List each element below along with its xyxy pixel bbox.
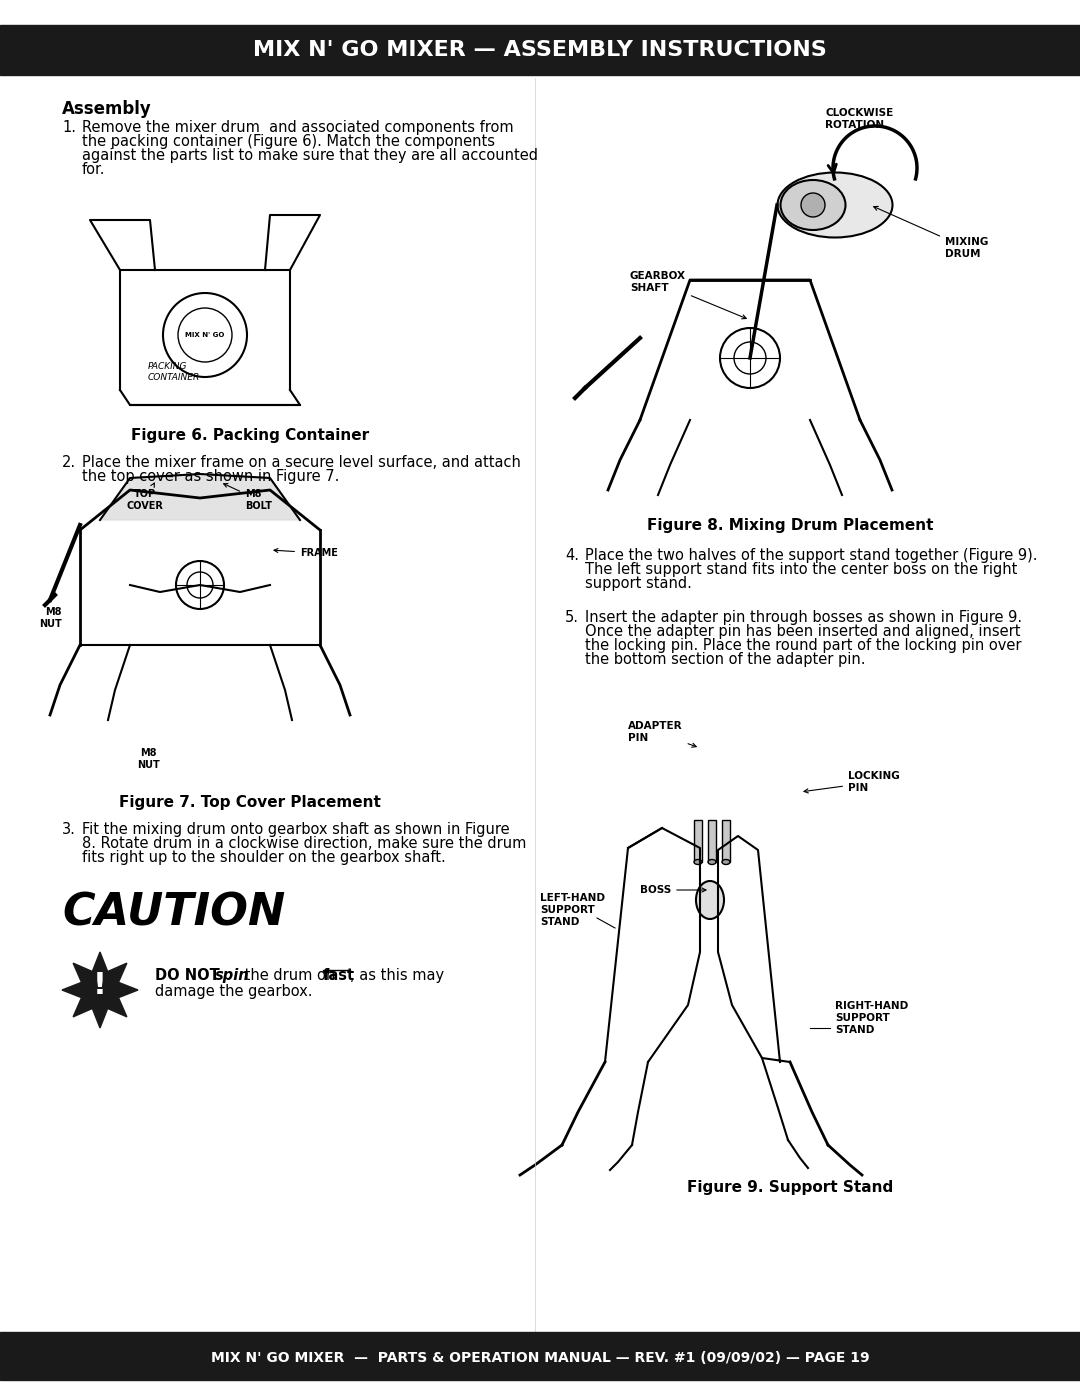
Text: BOSS: BOSS	[640, 886, 706, 895]
Text: M8
BOLT: M8 BOLT	[224, 483, 272, 511]
Ellipse shape	[694, 859, 702, 865]
Ellipse shape	[723, 859, 730, 865]
Text: 8. Rotate drum in a clockwise direction, make sure the drum: 8. Rotate drum in a clockwise direction,…	[82, 835, 526, 851]
Text: the drum on: the drum on	[240, 968, 340, 983]
Text: MIXING
DRUM: MIXING DRUM	[874, 207, 988, 258]
Text: Once the adapter pin has been inserted and aligned, insert: Once the adapter pin has been inserted a…	[585, 624, 1021, 638]
Text: CLOCKWISE
ROTATION: CLOCKWISE ROTATION	[825, 108, 893, 130]
Text: damage the gearbox.: damage the gearbox.	[156, 983, 312, 999]
Text: The left support stand fits into the center boss on the right: The left support stand fits into the cen…	[585, 562, 1017, 577]
Ellipse shape	[778, 172, 892, 237]
Bar	[694, 820, 702, 862]
Text: MIX N' GO: MIX N' GO	[186, 332, 225, 338]
Text: LOCKING
PIN: LOCKING PIN	[804, 771, 900, 793]
Text: PACKING
CONTAINER: PACKING CONTAINER	[148, 362, 200, 381]
Circle shape	[801, 193, 825, 217]
Text: spin: spin	[215, 968, 249, 983]
Text: M8
NUT: M8 NUT	[137, 747, 160, 770]
Ellipse shape	[781, 180, 846, 231]
Text: DO NOT: DO NOT	[156, 968, 225, 983]
Text: CAUTION: CAUTION	[62, 893, 285, 935]
Ellipse shape	[696, 882, 724, 919]
Text: Figure 6. Packing Container: Figure 6. Packing Container	[131, 427, 369, 443]
Text: Place the two halves of the support stand together (Figure 9).: Place the two halves of the support stan…	[585, 548, 1038, 563]
Text: the locking pin. Place the round part of the locking pin over: the locking pin. Place the round part of…	[585, 638, 1022, 652]
Bar	[708, 820, 716, 862]
Text: the bottom section of the adapter pin.: the bottom section of the adapter pin.	[585, 652, 865, 666]
Text: the top cover as shown in Figure 7.: the top cover as shown in Figure 7.	[82, 469, 339, 483]
Text: Assembly: Assembly	[62, 101, 152, 117]
Text: MIX N' GO MIXER  —  PARTS & OPERATION MANUAL — REV. #1 (09/09/02) — PAGE 19: MIX N' GO MIXER — PARTS & OPERATION MANU…	[211, 1351, 869, 1365]
Text: 3.: 3.	[62, 821, 76, 837]
Text: , as this may: , as this may	[350, 968, 444, 983]
Ellipse shape	[708, 859, 716, 865]
Text: 1.: 1.	[62, 120, 76, 136]
Bar	[0, 25, 1080, 75]
Text: against the parts list to make sure that they are all accounted: against the parts list to make sure that…	[82, 148, 538, 163]
Polygon shape	[62, 951, 138, 1028]
Text: for.: for.	[82, 162, 106, 177]
Text: ADAPTER
PIN: ADAPTER PIN	[627, 721, 697, 747]
Text: 2.: 2.	[62, 455, 76, 469]
Text: !: !	[93, 971, 107, 1000]
Text: 5.: 5.	[565, 610, 579, 624]
Text: Remove the mixer drum  and associated components from: Remove the mixer drum and associated com…	[82, 120, 514, 136]
Text: the packing container (Figure 6). Match the components: the packing container (Figure 6). Match …	[82, 134, 495, 149]
Text: LEFT-HAND
SUPPORT
STAND: LEFT-HAND SUPPORT STAND	[540, 894, 605, 926]
Text: M8
NUT: M8 NUT	[39, 608, 62, 629]
Text: 4.: 4.	[565, 548, 579, 563]
Text: Figure 7. Top Cover Placement: Figure 7. Top Cover Placement	[119, 795, 381, 810]
Text: Insert the adapter pin through bosses as shown in Figure 9.: Insert the adapter pin through bosses as…	[585, 610, 1022, 624]
Text: FRAME: FRAME	[274, 548, 338, 557]
Text: support stand.: support stand.	[585, 576, 692, 591]
Text: fast: fast	[323, 968, 355, 983]
Bar	[0, 1331, 1080, 1380]
Text: MIX N' GO MIXER — ASSEMBLY INSTRUCTIONS: MIX N' GO MIXER — ASSEMBLY INSTRUCTIONS	[253, 41, 827, 60]
Text: Fit the mixing drum onto gearbox shaft as shown in Figure: Fit the mixing drum onto gearbox shaft a…	[82, 821, 510, 837]
Text: Place the mixer frame on a secure level surface, and attach: Place the mixer frame on a secure level …	[82, 455, 521, 469]
Text: Figure 9. Support Stand: Figure 9. Support Stand	[687, 1180, 893, 1194]
Bar	[723, 820, 730, 862]
Text: Figure 8. Mixing Drum Placement: Figure 8. Mixing Drum Placement	[647, 518, 933, 534]
Polygon shape	[100, 474, 300, 520]
Text: RIGHT-HAND
SUPPORT
STAND: RIGHT-HAND SUPPORT STAND	[835, 1002, 908, 1035]
Text: fits right up to the shoulder on the gearbox shaft.: fits right up to the shoulder on the gea…	[82, 849, 446, 865]
Text: GEARBOX
SHAFT: GEARBOX SHAFT	[630, 271, 746, 319]
Text: TOP
COVER: TOP COVER	[126, 483, 163, 511]
